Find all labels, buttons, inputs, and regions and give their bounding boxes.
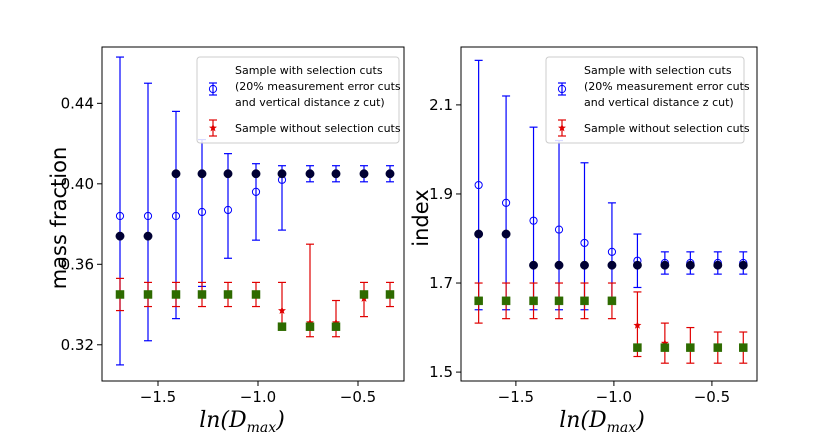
right-without_cuts_square-point xyxy=(660,343,670,352)
left-with_cuts_filled-point xyxy=(331,169,341,179)
left-without_cuts_square-point xyxy=(197,290,207,299)
right-legend-box xyxy=(545,56,745,144)
left-y-tick-label: 0.40 xyxy=(61,175,94,193)
right-y-tick-label: 1.7 xyxy=(429,274,453,292)
left-legend-cuts-marker xyxy=(208,84,218,94)
left-x-tick-label: −0.5 xyxy=(340,388,376,406)
left-with_cuts_filled-point xyxy=(143,231,153,241)
left-without_cuts_star-point xyxy=(332,318,340,327)
left-legend-cuts-label: and vertical distance z cut) xyxy=(235,96,385,109)
left-without_cuts_star-point xyxy=(306,318,314,327)
left-with_cuts_filled-point xyxy=(223,169,233,179)
right-with_cuts_filled-point xyxy=(580,260,589,270)
left-without_cuts_square-point xyxy=(359,290,369,299)
left-with_cuts_open-point xyxy=(251,187,261,196)
left-x-tick-label: −1.5 xyxy=(140,388,176,406)
left-with_cuts_open-point xyxy=(143,211,153,221)
left-x-tick-label: −1.0 xyxy=(240,388,276,406)
right-legend-cuts-label: Sample with selection cuts xyxy=(584,64,732,77)
left-with_cuts_open-point xyxy=(171,211,181,221)
right-legend-cuts-label: and vertical distance z cut) xyxy=(584,96,734,109)
left-without_cuts_square-point xyxy=(143,290,153,299)
left-with_cuts_filled-point xyxy=(277,169,287,179)
left-with_cuts_filled-point xyxy=(305,169,315,179)
left-with_cuts_filled-point xyxy=(359,169,369,179)
left-with_cuts_filled-point xyxy=(115,231,125,241)
right-with_cuts_filled-point xyxy=(632,260,642,270)
right-y-tick-label: 1.5 xyxy=(429,363,453,381)
left-with_cuts_filled-point xyxy=(251,169,261,179)
left-with_cuts_open-point xyxy=(197,207,207,217)
right-without_cuts_square-point xyxy=(633,343,642,352)
left-legend-cuts-label: Sample with selection cuts xyxy=(235,64,383,77)
right-without_cuts_square-point xyxy=(580,296,589,306)
left-without_cuts_square-point xyxy=(331,322,341,331)
right-x-tick-label: −1.0 xyxy=(596,388,632,406)
left-x-axis-label: ln(Dmax) xyxy=(199,408,285,436)
left-without_cuts_square-point xyxy=(171,290,181,299)
right-without_cuts_square-point xyxy=(529,296,538,306)
right-x-axis-label: ln(Dmax) xyxy=(559,408,645,436)
left-with_cuts_filled-point xyxy=(197,169,207,179)
right-without_cuts_star-point xyxy=(660,338,669,347)
right-y-tick-label: 2.1 xyxy=(429,96,453,114)
left-with_cuts_open-point xyxy=(115,211,125,221)
left-y-tick-label: 0.32 xyxy=(61,336,94,354)
right-without_cuts_square-point xyxy=(607,296,617,306)
right-without_cuts_square-point xyxy=(554,296,564,306)
left-with_cuts_open-point xyxy=(223,205,233,215)
left-legend-cuts-label: (20% measurement error cuts xyxy=(235,80,401,93)
right-y-tick-label: 1.9 xyxy=(429,185,453,203)
left-plot-frame xyxy=(101,46,405,382)
left-y-tick-label: 0.36 xyxy=(61,255,94,273)
right-legend-nocuts-marker xyxy=(558,123,566,132)
left-y-tick-label: 0.44 xyxy=(61,94,94,112)
right-legend-cuts-marker xyxy=(557,84,567,94)
right-legend-nocuts-label: Sample without selection cuts xyxy=(584,122,750,135)
left-legend-nocuts-label: Sample without selection cuts xyxy=(235,122,401,135)
right-legend-cuts-label: (20% measurement error cuts xyxy=(584,80,750,93)
right-with_cuts_filled-point xyxy=(660,260,670,270)
right-without_cuts_square-point xyxy=(686,343,695,352)
right-with_cuts_open-point xyxy=(501,198,511,207)
right-with_cuts_open-point xyxy=(580,238,589,248)
left-y-axis-label: mass fraction xyxy=(47,147,71,290)
right-without_cuts_square-point xyxy=(739,343,748,352)
left-without_cuts_square-point xyxy=(251,290,261,299)
left-panel: mass fraction ln(Dmax) −1.5 −1.0 −0.5 0.32 0… xyxy=(47,46,405,436)
right-plot-frame xyxy=(460,46,758,382)
right-panel: index ln(Dmax) −1.5 −1.0 −0.5 1.5 1.7 1.9 2.1 S… xyxy=(409,46,758,436)
right-with_cuts_filled-point xyxy=(607,260,617,270)
right-with_cuts_filled-point xyxy=(685,260,695,270)
right-with_cuts_open-point xyxy=(529,216,538,225)
left-without_cuts_star-point xyxy=(278,306,286,314)
right-with_cuts_open-point xyxy=(474,180,483,190)
left-legend-box xyxy=(196,56,400,144)
right-x-tick-label: −1.5 xyxy=(498,388,534,406)
left-with_cuts_filled-point xyxy=(171,169,181,179)
left-legend-nocuts-marker xyxy=(209,123,217,132)
left-without_cuts_square-point xyxy=(115,290,125,299)
right-with_cuts_filled-point xyxy=(501,229,511,239)
right-with_cuts_filled-point xyxy=(738,260,748,270)
right-without_cuts_square-point xyxy=(501,296,511,306)
right-without_cuts_square-point xyxy=(474,296,483,306)
right-without_cuts_star-point xyxy=(633,321,642,329)
left-without_cuts_square-point xyxy=(277,322,287,331)
left-without_cuts_square-point xyxy=(385,290,395,299)
right-with_cuts_filled-point xyxy=(554,260,564,270)
right-x-tick-label: −0.5 xyxy=(694,388,730,406)
left-without_cuts_square-point xyxy=(223,290,233,299)
right-with_cuts_open-point xyxy=(554,225,564,234)
right-without_cuts_square-point xyxy=(713,343,723,352)
right-with_cuts_filled-point xyxy=(713,260,723,270)
right-y-axis-label: index xyxy=(409,189,433,246)
left-without_cuts_square-point xyxy=(305,322,315,331)
right-with_cuts_filled-point xyxy=(529,260,538,270)
right-with_cuts_open-point xyxy=(607,247,617,256)
right-with_cuts_filled-point xyxy=(474,229,484,239)
left-with_cuts_filled-point xyxy=(385,169,395,179)
